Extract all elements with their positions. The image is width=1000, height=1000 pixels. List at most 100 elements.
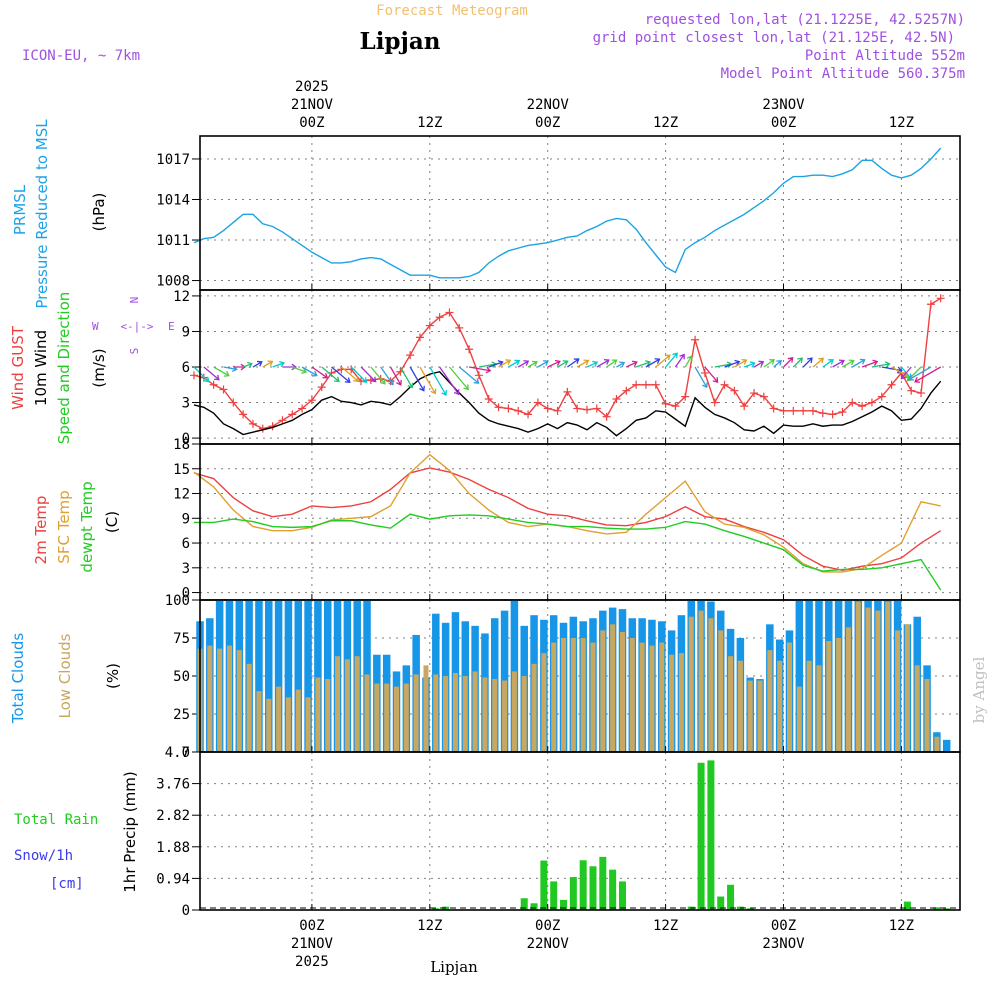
- precip-bar-total-rain: [579, 860, 587, 910]
- precip-bar-total-rain: [746, 908, 754, 910]
- clouds-bar-low-clouds: [580, 638, 586, 752]
- compass-north: N: [128, 297, 141, 304]
- clouds-bar-low-clouds: [266, 698, 272, 752]
- point-altitude: Point Altitude 552m: [805, 48, 965, 64]
- gust-marker: [229, 398, 238, 407]
- wind-direction-arrow: [851, 358, 866, 368]
- pressure-ytick-label: 1014: [156, 192, 190, 208]
- gust-marker: [533, 398, 542, 407]
- wind-direction-arrow: [586, 360, 599, 368]
- wind-direction-arrow: [861, 359, 879, 368]
- pressure-label-line1: PRMSL: [11, 184, 29, 235]
- clouds-bar-low-clouds: [590, 642, 596, 752]
- gust-marker: [445, 308, 454, 317]
- wind-direction-arrow: [743, 361, 756, 368]
- precip-ytick-label: 0.94: [156, 871, 190, 887]
- clouds-bar-total-clouds: [265, 600, 273, 752]
- clouds-bar-low-clouds: [737, 660, 743, 752]
- precip-bar-total-rain: [589, 866, 597, 910]
- top-time-label: 00Z: [535, 115, 560, 131]
- precip-bar-total-rain: [540, 860, 548, 910]
- clouds-bar-total-clouds: [274, 600, 283, 752]
- gust-marker: [848, 398, 857, 407]
- wind-direction-arrow: [832, 359, 845, 368]
- sfc-temp-label: SFC Temp: [55, 490, 73, 563]
- wind-ytick-label: 3: [182, 396, 190, 412]
- gust-marker: [799, 406, 808, 415]
- gust-marker: [730, 386, 739, 395]
- precip-ytick-label: 3.76: [156, 777, 190, 793]
- clouds-bar-low-clouds: [344, 659, 350, 752]
- temp-series-dewpt-temp: [194, 513, 942, 591]
- wind-direction-arrow: [389, 366, 402, 386]
- pressure-label-line2: Pressure Reduced to MSL: [33, 119, 51, 309]
- clouds-bar-low-clouds: [325, 679, 331, 752]
- wind-direction-arrow: [448, 366, 469, 391]
- clouds-bar-low-clouds: [452, 672, 458, 752]
- compass-west: W: [92, 320, 99, 333]
- clouds-bar-low-clouds: [335, 656, 341, 752]
- wind-direction-arrow: [203, 366, 220, 381]
- clouds-bar-low-clouds: [895, 630, 901, 752]
- clouds-bar-low-clouds: [384, 683, 390, 752]
- precip-bar-total-rain: [432, 908, 440, 910]
- clouds-bar-low-clouds: [875, 610, 881, 752]
- footer-location: Lipjan: [430, 958, 478, 976]
- wind-direction-arrow: [321, 366, 340, 383]
- clouds-bar-low-clouds: [570, 638, 576, 752]
- gust-marker: [406, 351, 415, 360]
- precip-bar-total-rain: [569, 877, 577, 910]
- clouds-ytick-label: 75: [173, 631, 190, 647]
- wind-direction-arrow: [645, 358, 661, 368]
- grid-point-coordinates: grid point closest lon,lat (21.125E, 42.…: [593, 30, 955, 46]
- precip-ytick-label: 0: [182, 903, 190, 919]
- top-time-label: 00Z: [771, 115, 796, 131]
- wind-direction-arrow: [704, 366, 719, 383]
- clouds-bar-low-clouds: [472, 671, 478, 752]
- compass-east: E: [168, 320, 175, 333]
- wind-ytick-label: 12: [173, 289, 190, 305]
- precip-bar-total-rain: [903, 901, 911, 910]
- wind-direction-arrow: [566, 358, 580, 368]
- clouds-bar-low-clouds: [728, 656, 734, 752]
- clouds-bar-low-clouds: [659, 642, 665, 752]
- wind-direction-arrow: [908, 366, 932, 381]
- precip-bar-total-rain: [717, 896, 725, 910]
- wind-direction-arrow: [763, 359, 776, 368]
- wind-direction-arrow: [213, 366, 230, 377]
- wind-direction-arrow: [272, 360, 285, 368]
- clouds-bar-low-clouds: [718, 630, 724, 752]
- wind-direction-arrow: [419, 366, 437, 395]
- clouds-bar-low-clouds: [855, 601, 861, 752]
- clouds-bar-low-clouds: [462, 676, 468, 752]
- gust-marker: [808, 406, 817, 415]
- wind-direction-arrow: [881, 366, 903, 374]
- gust-marker: [415, 333, 424, 342]
- pressure-ytick-label: 1011: [156, 233, 190, 249]
- wind-direction-arrow: [488, 360, 504, 368]
- clouds-bar-low-clouds: [619, 631, 625, 752]
- wind-unit: (m/s): [90, 348, 108, 387]
- clouds-bar-low-clouds: [443, 676, 449, 752]
- wind-compass: N S W E <-|->: [92, 297, 175, 355]
- forecast-title: Forecast Meteogram: [376, 3, 528, 19]
- gust-marker: [494, 403, 503, 412]
- temperature-panel: 0 3 6 9 12 15 18: [173, 437, 961, 602]
- clouds-bar-low-clouds: [207, 645, 213, 752]
- pressure-series-prmsl: [193, 147, 942, 279]
- clouds-ytick-label: 100: [165, 593, 190, 609]
- clouds-bar-low-clouds: [629, 638, 635, 752]
- wind-direction-arrow: [193, 366, 210, 383]
- wind-direction-arrow: [439, 366, 460, 396]
- wind-direction-arrow: [537, 360, 549, 368]
- clouds-bar-low-clouds: [315, 677, 321, 752]
- gust-marker: [907, 386, 916, 395]
- clouds-bar-total-clouds: [942, 739, 951, 752]
- clouds-bar-low-clouds: [678, 653, 684, 752]
- clouds-bar-low-clouds: [541, 653, 547, 752]
- clouds-bar-low-clouds: [285, 697, 291, 752]
- precip-bar-total-rain: [550, 881, 558, 910]
- gust-marker: [474, 371, 483, 380]
- top-time-label: 12Z: [417, 115, 442, 131]
- gust-marker: [632, 380, 641, 389]
